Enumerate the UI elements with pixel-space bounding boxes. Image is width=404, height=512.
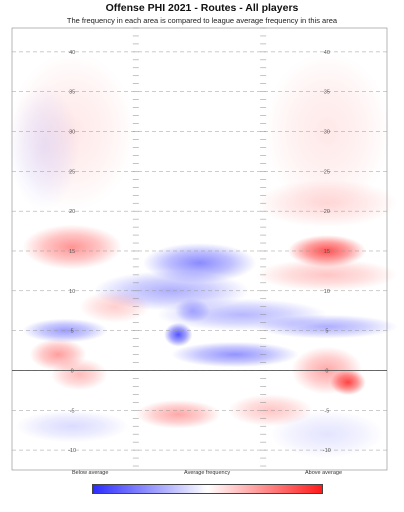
yard-tick-label: 0 [71, 368, 74, 374]
heat-blob [15, 410, 129, 443]
yard-tick-label: 40 [69, 50, 75, 56]
heat-blob [22, 224, 122, 270]
yard-tick-label: 15 [69, 249, 75, 255]
legend-above-label: Above average [305, 470, 342, 476]
yard-tick-label: -5 [324, 408, 329, 414]
yard-tick-labels: 40 40 35 35 30 30 25 25 20 20 15 15 10 10 5 5 0 0 -5 -5 -10 -… [68, 50, 331, 454]
heat-blob [171, 341, 299, 368]
yard-tick-label: 0 [325, 368, 328, 374]
yard-tick-label: 10 [69, 289, 75, 295]
heat-blob [79, 290, 150, 323]
yard-tick-label: 40 [324, 50, 330, 56]
heat-blob [135, 399, 221, 429]
heat-blob [50, 358, 108, 391]
legend-average-label: Average frequency [184, 470, 231, 476]
yard-tick-label: 5 [71, 329, 74, 335]
chart-title: Offense PHI 2021 - Routes - All players [105, 2, 299, 14]
yard-tick-label: 35 [324, 90, 330, 96]
color-scale-bar [92, 484, 323, 494]
heat-blob [287, 235, 366, 267]
plot-frame [11, 27, 388, 471]
yard-tick-label: 25 [69, 169, 75, 175]
yard-tick-label: 15 [324, 249, 330, 255]
yard-tick-label: 20 [324, 209, 330, 215]
heat-blob [8, 83, 80, 212]
yard-tick-label: 30 [324, 130, 330, 136]
yard-tick-label: 30 [69, 130, 75, 136]
yard-tick-label: 20 [69, 209, 75, 215]
yard-tick-label: -10 [68, 448, 76, 454]
yard-tick-label: -10 [323, 448, 331, 454]
heat-blob [164, 322, 193, 347]
heat-blob [256, 179, 398, 228]
heat-layer [8, 51, 398, 459]
hash-marks [132, 27, 267, 467]
heat-blob [256, 314, 398, 339]
yard-tick-label: 35 [69, 90, 75, 96]
heat-blob [22, 318, 108, 343]
heat-blob [256, 258, 398, 291]
heat-blob [174, 298, 211, 323]
heat-blob [270, 410, 384, 459]
yard-tick-label: 25 [324, 169, 330, 175]
chart-subtitle: The frequency in each area is compared t… [66, 16, 338, 25]
legend-below-label: Below average [72, 470, 109, 476]
yard-tick-label: 10 [324, 289, 330, 295]
yard-tick-label: 5 [325, 329, 328, 335]
yard-tick-label: -5 [70, 408, 75, 414]
